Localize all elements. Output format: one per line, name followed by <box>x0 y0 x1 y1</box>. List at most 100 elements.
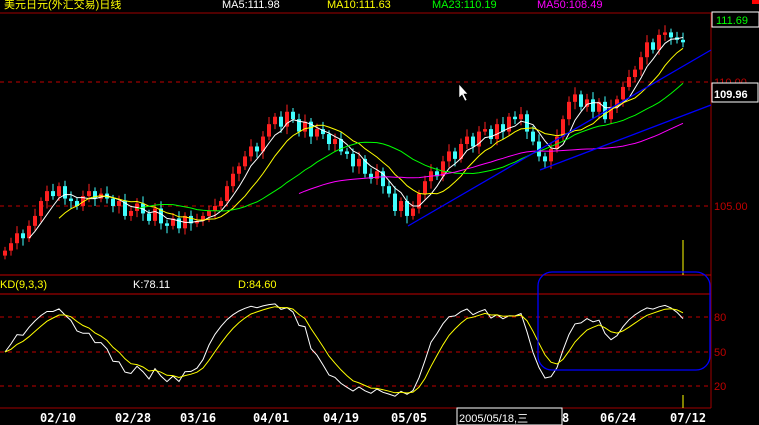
ma10-line <box>58 47 684 221</box>
price-tick-105: 105.00 <box>714 201 748 213</box>
candle-body <box>111 198 115 206</box>
candle-body <box>309 121 313 137</box>
kd-tick-20: 20 <box>714 381 726 393</box>
candle-body <box>243 156 247 167</box>
date-tooltip-box <box>456 407 563 425</box>
candle-body <box>15 233 19 244</box>
candle-body <box>423 181 427 194</box>
date-tick: 02/10 <box>40 411 76 425</box>
candle-body <box>585 99 589 107</box>
mouse-cursor-icon <box>458 83 469 102</box>
d-line <box>4 306 684 394</box>
ma23-label: MA23:110.19 <box>432 0 497 11</box>
date-tick: 8 <box>562 411 569 425</box>
candle-body <box>477 131 481 147</box>
candle-body <box>153 208 157 221</box>
candle-body <box>267 124 271 137</box>
candle-body <box>399 201 403 211</box>
candle-body <box>417 193 421 209</box>
candle-body <box>507 116 511 132</box>
candle-body <box>609 106 613 120</box>
current-price-label: 109.96 <box>714 89 748 101</box>
candle-body <box>9 243 13 251</box>
candle-body <box>249 146 253 157</box>
candle-body <box>567 101 571 120</box>
kd-tick-80: 80 <box>714 312 726 324</box>
candle-body <box>333 139 337 144</box>
candle-body <box>69 198 73 202</box>
candle-body <box>663 32 667 35</box>
candle-body <box>195 220 199 224</box>
candle-body <box>117 201 121 206</box>
candle-body <box>387 186 391 194</box>
trendline-upper[interactable] <box>407 49 712 227</box>
candle-body <box>273 116 277 125</box>
candle-body <box>363 158 367 174</box>
candle-body <box>123 201 127 216</box>
candle-body <box>597 101 601 112</box>
candle-body <box>537 141 541 157</box>
k-line <box>4 303 684 397</box>
candle-body <box>51 191 55 197</box>
highlight-box[interactable] <box>537 271 711 371</box>
candle-body <box>213 206 217 211</box>
kd-d-value: D:84.60 <box>238 279 277 291</box>
candle-body <box>513 116 517 120</box>
date-tick: 07/12 <box>670 411 706 425</box>
candle-body <box>573 94 577 102</box>
candle-body <box>375 171 379 179</box>
date-tick: 02/28 <box>115 411 151 425</box>
candle-body <box>639 57 643 70</box>
candle-body <box>669 32 673 38</box>
candle-body <box>579 94 583 107</box>
candle-body <box>603 101 607 120</box>
trendline-lower[interactable] <box>539 104 712 171</box>
date-tick: 04/19 <box>323 411 359 425</box>
candle-body <box>207 210 211 216</box>
candle-body <box>315 129 319 137</box>
candle-body <box>93 191 97 199</box>
candle-body <box>633 69 637 78</box>
date-tick: 04/01 <box>253 411 289 425</box>
candle-body <box>189 215 193 224</box>
candle-body <box>129 210 133 216</box>
candle-body <box>531 131 535 142</box>
candle-body <box>3 250 7 256</box>
date-tick: 06/24 <box>600 411 636 425</box>
candle-body <box>405 201 409 216</box>
current-price-box <box>711 82 759 103</box>
candle-body <box>657 34 661 50</box>
kd-lines <box>4 303 684 397</box>
moving-averages <box>28 36 684 239</box>
candle-body <box>27 225 31 239</box>
candle-body <box>63 186 67 199</box>
candle-body <box>357 158 361 167</box>
candle-body <box>291 111 295 120</box>
candle-body <box>483 129 487 132</box>
candle-body <box>339 139 343 152</box>
kd-k-value: K:78.11 <box>133 279 170 291</box>
top-price-box <box>711 11 759 28</box>
candle-body <box>279 116 283 127</box>
top-price-label: 111.69 <box>716 15 748 27</box>
candle-body <box>39 201 43 216</box>
candle-body <box>321 129 325 135</box>
candle-body <box>219 201 223 206</box>
candle-body <box>627 77 631 87</box>
chart-title: 美元日元(外汇交易)日线 <box>4 0 121 11</box>
candle-body <box>393 193 397 211</box>
candle-body <box>21 233 25 239</box>
candle-body <box>159 208 163 224</box>
candle-body <box>177 218 181 229</box>
candle-body <box>561 119 565 137</box>
ma50-label: MA50:108.49 <box>537 0 602 11</box>
candle-body <box>591 99 595 112</box>
candle-body <box>501 124 505 132</box>
candle-body <box>519 114 523 120</box>
candle-body <box>75 201 79 206</box>
candle-body <box>57 186 61 197</box>
candle-body <box>645 42 649 58</box>
candle-body <box>297 119 301 132</box>
candle-body <box>45 191 49 202</box>
